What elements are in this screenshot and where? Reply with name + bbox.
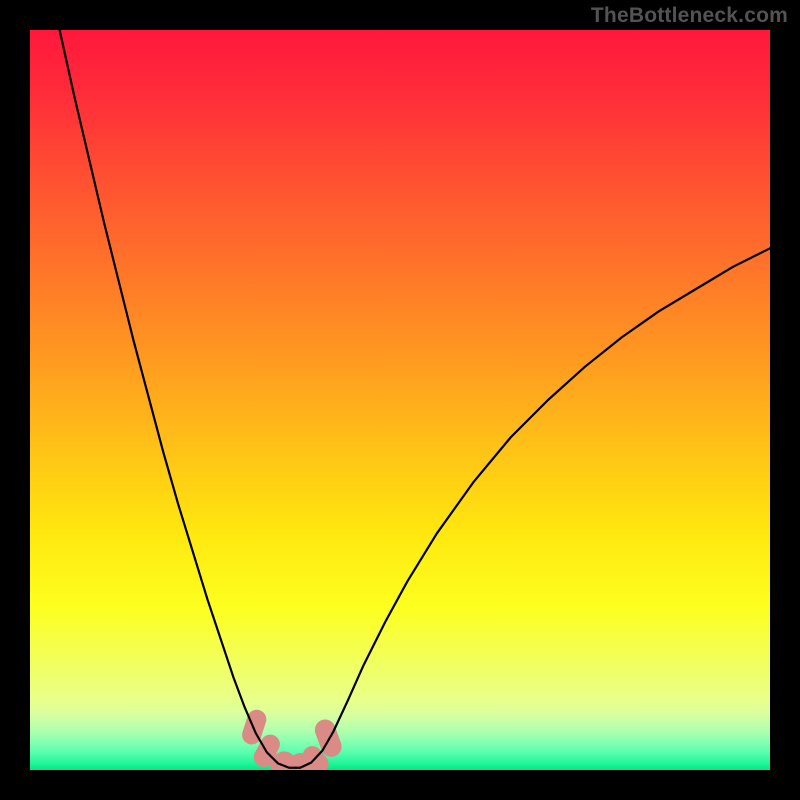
watermark-text: TheBottleneck.com [591,4,788,28]
watermark-label: TheBottleneck.com [591,4,788,27]
bottleneck-chart [30,30,770,770]
chart-frame [30,30,770,770]
chart-background [30,30,770,770]
